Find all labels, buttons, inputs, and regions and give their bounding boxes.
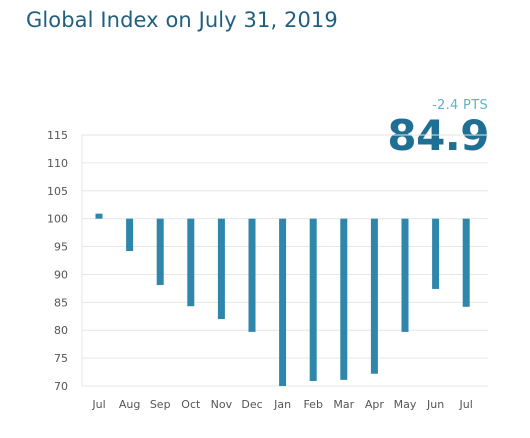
y-tick-label: 100 [47,213,68,226]
y-tick-label: 90 [54,268,68,281]
bar-may-10 [401,218,409,332]
bar-jun-11 [432,218,440,289]
x-tick-label: Jul [459,398,473,411]
chart-title: Global Index on July 31, 2019 [26,8,338,32]
y-tick-label: 110 [47,157,68,170]
x-tick-label: Sep [150,398,171,411]
y-tick-label: 115 [47,129,68,142]
index-change-label: -2.4 PTS [432,98,488,113]
bar-aug-1 [126,218,134,252]
bar-mar-8 [340,218,348,380]
y-tick-label: 75 [54,352,68,365]
x-axis-tick-labels: Jul Aug Sep Oct Nov Dec Jan Feb Mar Apr May Jun Jul [91,398,472,411]
x-tick-label: Jun [426,398,444,411]
x-tick-label: May [394,398,417,411]
y-tick-label: 95 [54,241,68,254]
x-tick-label: Mar [333,398,354,411]
bar-jul-12 [462,218,470,307]
x-tick-label: Dec [241,398,262,411]
bar-sep-2 [156,218,164,286]
bar-feb-7 [309,218,317,381]
x-tick-label: Feb [303,398,322,411]
x-tick-label: Oct [181,398,201,411]
x-tick-label: Apr [365,398,385,411]
bars [95,213,470,386]
x-tick-label: Aug [119,398,140,411]
bar-apr-9 [370,218,378,374]
y-axis-tick-labels: 70 75 80 85 90 95 100 105 110 115 [47,129,68,393]
bar-oct-3 [187,218,195,307]
y-tick-label: 80 [54,324,68,337]
bar-jul-0 [95,213,103,219]
bar-dec-5 [248,218,256,332]
x-tick-label: Jul [91,398,105,411]
y-tick-label: 105 [47,185,68,198]
bar-nov-4 [217,218,225,320]
y-tick-label: 70 [54,380,68,393]
bar-jan-6 [279,218,287,386]
x-tick-label: Nov [211,398,233,411]
y-tick-label: 85 [54,296,68,309]
x-tick-label: Jan [273,398,291,411]
